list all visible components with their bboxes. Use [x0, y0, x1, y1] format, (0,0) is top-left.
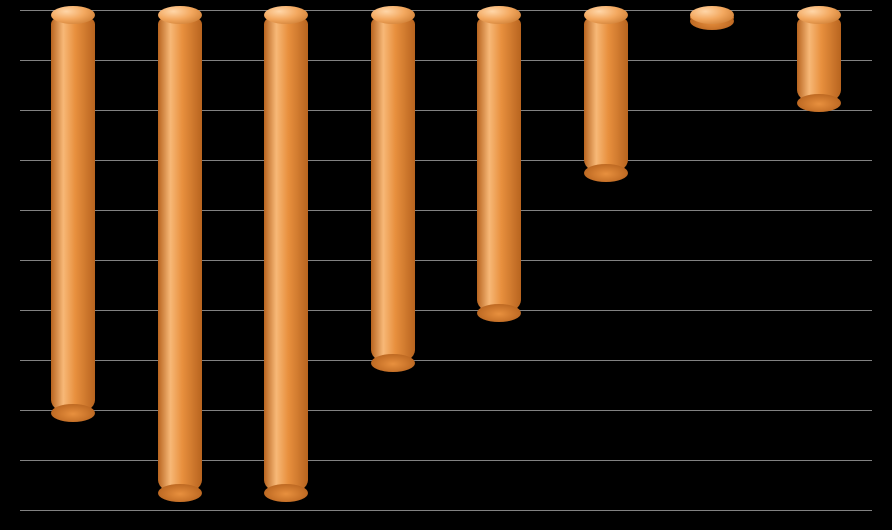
bars-layer [20, 10, 872, 510]
bar [797, 14, 841, 104]
cylinder-bar-chart [0, 0, 892, 530]
plot-area [20, 10, 872, 510]
bar [51, 14, 95, 414]
bar [371, 14, 415, 364]
bar [690, 14, 734, 22]
bar [477, 14, 521, 314]
bar [264, 14, 308, 494]
bar [158, 14, 202, 494]
bar [584, 14, 628, 174]
